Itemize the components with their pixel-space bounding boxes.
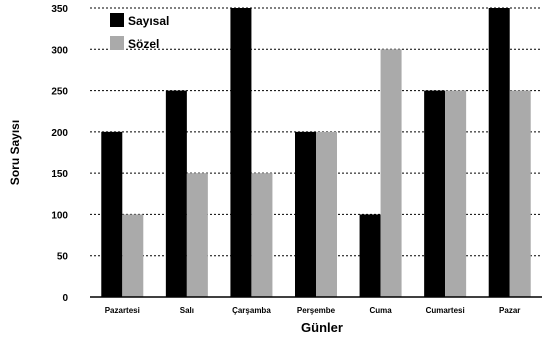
x-axis-title: Günler (301, 320, 343, 335)
bar-sayısal-5 (424, 90, 446, 297)
legend-label: Sözel (128, 37, 159, 51)
bar-sözel-3 (316, 131, 337, 297)
legend: Sayısal Sözel (110, 13, 169, 51)
bar-sözel-2 (251, 173, 273, 297)
x-tick-label: Cuma (369, 306, 392, 315)
y-tick-label: 200 (51, 128, 68, 139)
y-tick-label: 0 (62, 293, 68, 304)
bar-sayısal-2 (230, 8, 252, 297)
y-tick-label: 50 (57, 252, 69, 263)
x-tick-label: Çarşamba (232, 306, 271, 315)
bar-sözel-4 (380, 49, 402, 298)
x-tick-label: Cumartesi (426, 306, 465, 315)
legend-label: Sayısal (128, 14, 169, 28)
x-tick-label: Pazar (499, 306, 520, 315)
bar-sözel-6 (509, 90, 531, 297)
y-tick-label: 250 (51, 87, 68, 98)
bar-sözel-5 (445, 90, 467, 297)
y-tick-label: 300 (51, 45, 68, 56)
legend-swatch (110, 36, 124, 50)
bar-sayısal-4 (359, 214, 381, 297)
y-tick-label: 350 (51, 4, 68, 15)
bar-sözel-0 (122, 214, 144, 297)
x-tick-label: Pazartesi (105, 306, 140, 315)
x-tick-labels: Pazartesi Salı Çarşamba Perşembe Cuma Cumarte… (105, 306, 521, 315)
bar-sayısal-3 (295, 131, 316, 297)
x-tick-label: Salı (180, 306, 194, 315)
bar-sayısal-0 (101, 131, 123, 297)
y-tick-label: 100 (51, 210, 68, 221)
y-tick-label: 150 (51, 169, 68, 180)
x-tick-label: Perşembe (297, 306, 336, 315)
y-axis-title: Soru Sayısı (8, 120, 22, 185)
bar-sayısal-1 (165, 90, 187, 297)
bars (101, 8, 531, 298)
bar-sayısal-6 (488, 8, 510, 297)
y-tick-labels: 0 50 100 150 200 250 300 350 (51, 4, 68, 304)
bar-sözel-1 (186, 173, 208, 297)
legend-swatch (110, 13, 124, 27)
